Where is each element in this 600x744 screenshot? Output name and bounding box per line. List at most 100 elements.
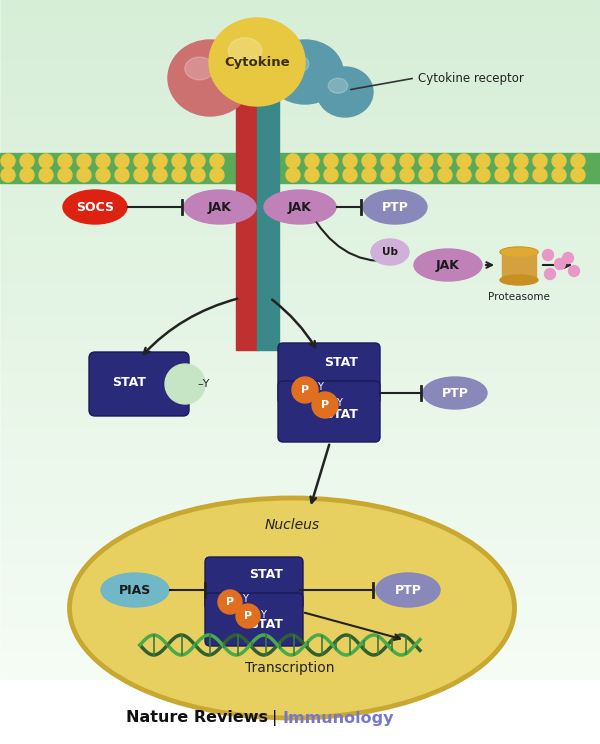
Circle shape (343, 168, 357, 182)
FancyBboxPatch shape (278, 381, 380, 442)
Circle shape (457, 154, 471, 168)
Circle shape (552, 154, 566, 168)
Circle shape (292, 377, 318, 403)
Circle shape (563, 252, 574, 263)
Text: P: P (226, 597, 234, 607)
Text: Cytokine receptor: Cytokine receptor (418, 71, 524, 85)
Circle shape (381, 168, 395, 182)
Text: PIAS: PIAS (119, 583, 151, 597)
Ellipse shape (264, 190, 336, 224)
Circle shape (495, 154, 509, 168)
Text: Transcription: Transcription (245, 661, 335, 675)
Circle shape (400, 154, 414, 168)
Circle shape (20, 168, 34, 182)
Circle shape (533, 154, 547, 168)
Circle shape (153, 168, 167, 182)
Text: Immunology: Immunology (282, 711, 394, 725)
Circle shape (438, 168, 452, 182)
Circle shape (236, 604, 260, 628)
Circle shape (542, 249, 554, 260)
Ellipse shape (228, 38, 262, 64)
Circle shape (514, 154, 528, 168)
Circle shape (569, 266, 580, 277)
Text: STAT: STAT (324, 356, 358, 368)
Text: PTP: PTP (442, 386, 469, 400)
Text: P: P (301, 385, 309, 395)
Text: STAT: STAT (249, 568, 283, 582)
Ellipse shape (501, 248, 537, 256)
Circle shape (554, 258, 566, 269)
Circle shape (419, 168, 433, 182)
Circle shape (115, 168, 129, 182)
Circle shape (96, 154, 110, 168)
Text: P: P (321, 400, 329, 410)
Text: Proteasome: Proteasome (488, 292, 550, 302)
Circle shape (362, 154, 376, 168)
Circle shape (400, 168, 414, 182)
Text: –Y: –Y (197, 379, 209, 389)
Ellipse shape (371, 239, 409, 265)
Circle shape (77, 154, 91, 168)
Text: STAT: STAT (249, 618, 283, 630)
Circle shape (77, 168, 91, 182)
Circle shape (514, 168, 528, 182)
Circle shape (571, 168, 585, 182)
Circle shape (476, 154, 490, 168)
Ellipse shape (376, 573, 440, 607)
Circle shape (153, 154, 167, 168)
Circle shape (165, 364, 205, 404)
Circle shape (438, 154, 452, 168)
Text: SOCS: SOCS (76, 200, 114, 214)
Text: PTP: PTP (395, 583, 421, 597)
Circle shape (324, 168, 338, 182)
Ellipse shape (184, 190, 256, 224)
Circle shape (210, 168, 224, 182)
FancyBboxPatch shape (89, 352, 189, 416)
Bar (257, 50, 279, 350)
Bar (0, 153, 600, 183)
Ellipse shape (500, 247, 538, 257)
Ellipse shape (423, 377, 487, 409)
Circle shape (218, 590, 242, 614)
Circle shape (571, 154, 585, 168)
Circle shape (457, 168, 471, 182)
Circle shape (172, 154, 186, 168)
Ellipse shape (363, 190, 427, 224)
Circle shape (1, 168, 15, 182)
Ellipse shape (185, 57, 214, 80)
Circle shape (362, 168, 376, 182)
Ellipse shape (500, 275, 538, 285)
Circle shape (39, 154, 53, 168)
Text: Nucleus: Nucleus (265, 518, 320, 532)
Circle shape (286, 168, 300, 182)
Circle shape (312, 392, 338, 418)
Text: JAK: JAK (208, 200, 232, 214)
Circle shape (343, 154, 357, 168)
Ellipse shape (209, 18, 305, 106)
Circle shape (58, 168, 72, 182)
Circle shape (419, 154, 433, 168)
Bar (502, 252, 536, 280)
Circle shape (96, 168, 110, 182)
Text: Y: Y (242, 594, 248, 604)
Bar (236, 50, 258, 350)
Circle shape (191, 154, 205, 168)
Circle shape (324, 154, 338, 168)
Bar (0, 680, 600, 744)
Ellipse shape (282, 54, 309, 74)
Ellipse shape (317, 67, 373, 117)
Circle shape (20, 154, 34, 168)
Circle shape (495, 168, 509, 182)
Text: STAT: STAT (112, 376, 146, 388)
Circle shape (305, 154, 319, 168)
Text: Y: Y (317, 382, 323, 392)
Ellipse shape (63, 190, 127, 224)
Circle shape (381, 154, 395, 168)
Circle shape (134, 168, 148, 182)
Circle shape (305, 168, 319, 182)
Text: JAK: JAK (436, 258, 460, 272)
Text: Ub: Ub (382, 247, 398, 257)
Circle shape (191, 168, 205, 182)
Circle shape (58, 154, 72, 168)
Text: Nature Reviews: Nature Reviews (126, 711, 268, 725)
